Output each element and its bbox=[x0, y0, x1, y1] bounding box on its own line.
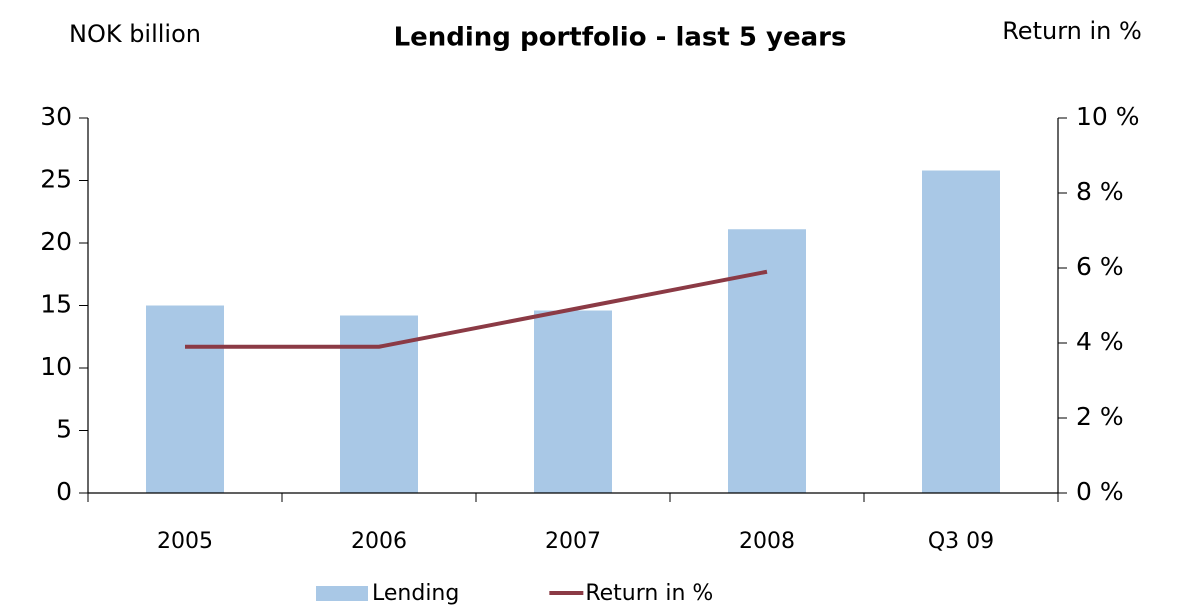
x-tick-label: 2005 bbox=[157, 529, 213, 554]
y-tick-label: 30 bbox=[40, 102, 72, 131]
y2-tick-label: 10 % bbox=[1076, 102, 1140, 131]
bar bbox=[728, 229, 806, 493]
legend-label: Return in % bbox=[585, 581, 713, 606]
legend-swatch bbox=[316, 586, 368, 601]
y-tick-label: 0 bbox=[56, 477, 72, 506]
y-tick-label: 10 bbox=[40, 352, 72, 381]
x-tick-label: 2008 bbox=[739, 529, 795, 554]
legend-label: Lending bbox=[372, 581, 459, 606]
y-tick-label: 5 bbox=[56, 415, 72, 444]
x-tick-label: 2007 bbox=[545, 529, 601, 554]
y-tick-label: 20 bbox=[40, 227, 72, 256]
x-tick-label: Q3 09 bbox=[928, 529, 994, 554]
y-tick-label: 25 bbox=[40, 165, 72, 194]
y2-axis-label: Return in % bbox=[1002, 17, 1142, 45]
line-series bbox=[185, 269, 768, 349]
y-tick-label: 15 bbox=[40, 290, 72, 319]
y-axis-label: NOK billion bbox=[69, 20, 201, 48]
y2-tick-label: 6 % bbox=[1076, 252, 1124, 281]
y2-tick-label: 0 % bbox=[1076, 477, 1124, 506]
chart-title: Lending portfolio - last 5 years bbox=[394, 23, 847, 53]
bar bbox=[146, 305, 224, 493]
y2-tick-label: 8 % bbox=[1076, 177, 1124, 206]
x-tick-label: 2006 bbox=[351, 529, 407, 554]
bar bbox=[922, 170, 1000, 493]
y2-tick-label: 2 % bbox=[1076, 402, 1124, 431]
y2-tick-label: 4 % bbox=[1076, 327, 1124, 356]
bar bbox=[534, 310, 612, 493]
